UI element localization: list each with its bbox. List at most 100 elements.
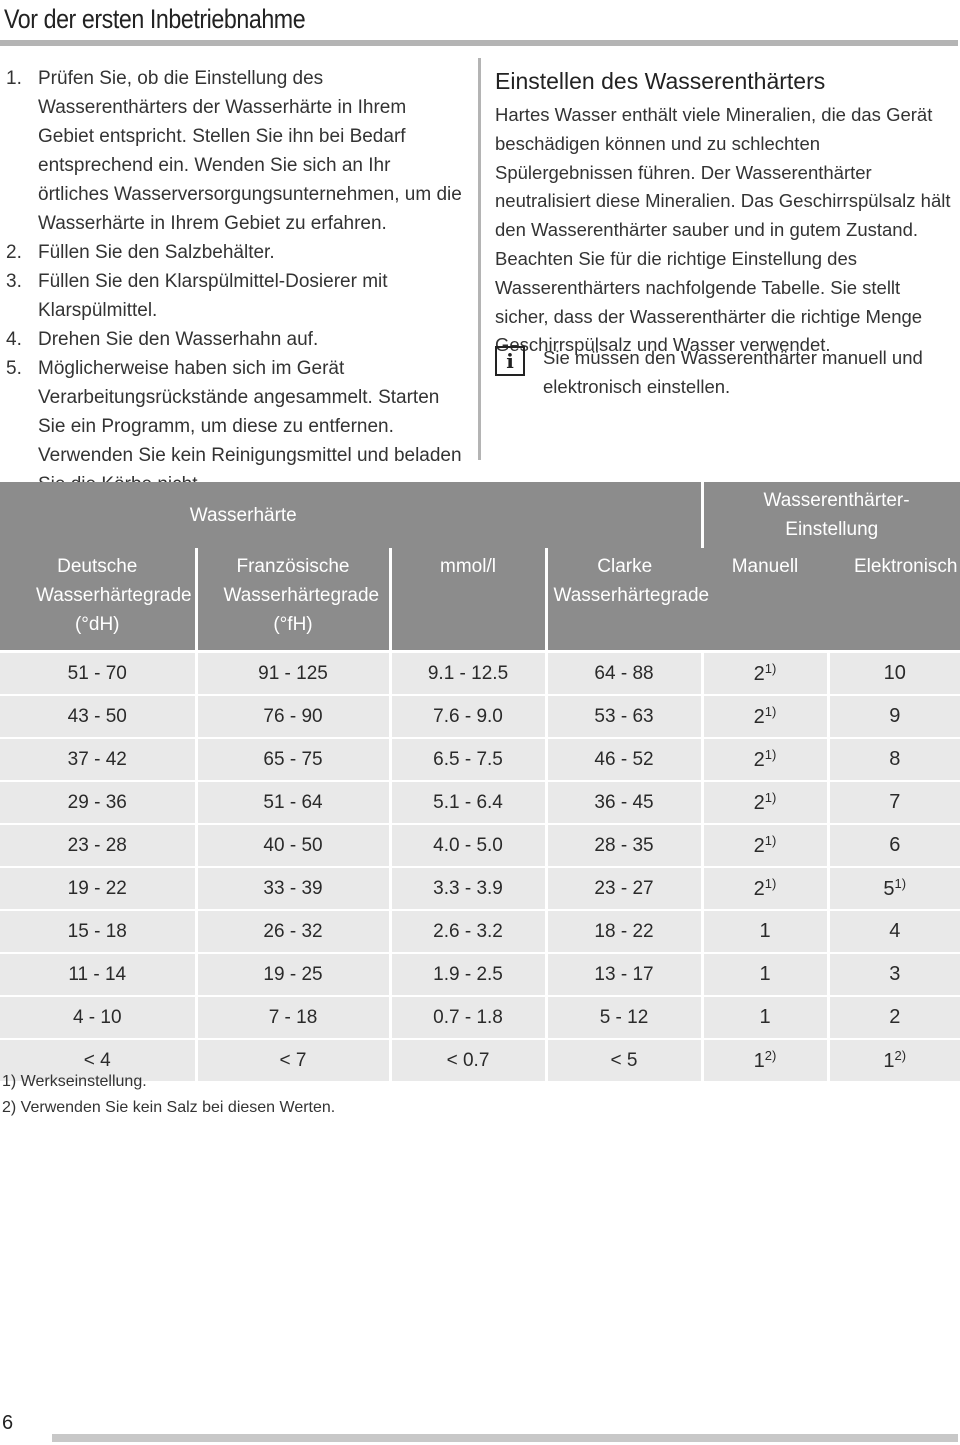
cell-mmol-value: 0.7 - 1.8 bbox=[433, 1006, 503, 1028]
footnote-marker: 1) bbox=[764, 661, 777, 676]
table-row: 23 - 28 40 - 50 4.0 - 5.0 28 - 35 21) 6 bbox=[0, 823, 960, 867]
water-hardness-table: Wasserhärte Wasserenthärter-Einstellung … bbox=[0, 482, 960, 1081]
footnote: 1) Werkseinstellung. bbox=[2, 1073, 147, 1090]
cell-electronic: 9 bbox=[826, 694, 960, 738]
cell-clarke-grade: 13 - 17 bbox=[544, 952, 702, 996]
step-number: 4. bbox=[6, 329, 22, 350]
cell-franzoesische-grade: 65 - 75 bbox=[194, 737, 390, 781]
cell-franzoesische-grade-value: < 7 bbox=[279, 1049, 307, 1071]
cell-mmol: < 0.7 bbox=[388, 1038, 546, 1081]
cell-deutsche-grade-value: 43 - 50 bbox=[67, 705, 127, 727]
cell-mmol-value: 7.6 - 9.0 bbox=[433, 705, 503, 727]
cell-manual: 21) bbox=[700, 780, 828, 824]
cell-clarke-grade: 18 - 22 bbox=[544, 909, 702, 953]
cell-electronic-value: 2 bbox=[889, 1006, 901, 1028]
cell-deutsche-grade-value: 29 - 36 bbox=[67, 791, 127, 813]
cell-mmol-value: 1.9 - 2.5 bbox=[433, 963, 503, 985]
cell-deutsche-grade-value: 51 - 70 bbox=[67, 662, 127, 684]
cell-deutsche-grade: 37 - 42 bbox=[0, 737, 196, 781]
header-clarke-grade: Clarke Wasserhärtegrade bbox=[544, 548, 709, 652]
table-row: 29 - 36 51 - 64 5.1 - 6.4 36 - 45 21) 7 bbox=[0, 780, 960, 824]
cell-deutsche-grade-value: < 4 bbox=[83, 1049, 111, 1071]
cell-franzoesische-grade-value: 91 - 125 bbox=[258, 662, 328, 684]
cell-clarke-grade: < 5 bbox=[544, 1038, 702, 1081]
cell-deutsche-grade: 51 - 70 bbox=[0, 650, 196, 695]
cell-manual-value: 2 bbox=[753, 663, 765, 685]
cell-electronic-value: 3 bbox=[889, 963, 901, 985]
cell-franzoesische-grade-value: 51 - 64 bbox=[263, 791, 323, 813]
cell-electronic-value: 10 bbox=[883, 662, 906, 684]
cell-deutsche-grade: 23 - 28 bbox=[0, 823, 196, 867]
footnote-marker: 2) bbox=[764, 1048, 777, 1063]
cell-franzoesische-grade: 51 - 64 bbox=[194, 780, 390, 824]
cell-clarke-grade-value: 13 - 17 bbox=[594, 963, 654, 985]
page-number: 6 bbox=[2, 1412, 14, 1434]
step-item: 3. Füllen Sie den Klarspülmittel-Dosiere… bbox=[6, 267, 466, 325]
cell-deutsche-grade-value: 37 - 42 bbox=[67, 748, 127, 770]
cell-manual-value: 2 bbox=[753, 749, 765, 771]
cell-mmol-value: 3.3 - 3.9 bbox=[433, 877, 503, 899]
cell-electronic: 51) bbox=[826, 866, 960, 910]
cell-clarke-grade-value: 46 - 52 bbox=[594, 748, 654, 770]
header-manual: Manuell bbox=[702, 548, 828, 652]
table-row: 4 - 10 7 - 18 0.7 - 1.8 5 - 12 1 2 bbox=[0, 995, 960, 1039]
cell-mmol: 2.6 - 3.2 bbox=[388, 909, 546, 953]
cell-franzoesische-grade-value: 40 - 50 bbox=[263, 834, 323, 856]
cell-clarke-grade-value: 5 - 12 bbox=[599, 1006, 649, 1028]
cell-manual-value: 1 bbox=[759, 963, 771, 985]
cell-manual: 1 bbox=[700, 952, 828, 996]
cell-manual-value: 2 bbox=[753, 792, 765, 814]
cell-franzoesische-grade-value: 33 - 39 bbox=[263, 877, 323, 899]
cell-deutsche-grade: 19 - 22 bbox=[0, 866, 196, 910]
cell-mmol-value: 2.6 - 3.2 bbox=[433, 920, 503, 942]
cell-clarke-grade: 36 - 45 bbox=[544, 780, 702, 824]
cell-mmol-value: < 0.7 bbox=[446, 1049, 490, 1071]
cell-clarke-grade-value: < 5 bbox=[610, 1049, 638, 1071]
cell-franzoesische-grade: 19 - 25 bbox=[194, 952, 390, 996]
step-text: Drehen Sie den Wasserhahn auf. bbox=[38, 329, 319, 350]
column-divider bbox=[478, 58, 481, 460]
cell-electronic: 7 bbox=[826, 780, 960, 824]
cell-deutsche-grade: 4 - 10 bbox=[0, 995, 196, 1039]
header-electronic: Elektronisch bbox=[828, 548, 960, 652]
section-body: Hartes Wasser enthält viele Mineralien, … bbox=[495, 104, 951, 356]
cell-electronic: 2 bbox=[826, 995, 960, 1039]
cell-franzoesische-grade: 40 - 50 bbox=[194, 823, 390, 867]
table-row: 43 - 50 76 - 90 7.6 - 9.0 53 - 63 21) 9 bbox=[0, 694, 960, 738]
cell-clarke-grade: 46 - 52 bbox=[544, 737, 702, 781]
cell-clarke-grade: 28 - 35 bbox=[544, 823, 702, 867]
cell-franzoesische-grade: < 7 bbox=[194, 1038, 390, 1081]
step-text: Füllen Sie den Klarspülmittel-Dosierer m… bbox=[38, 271, 388, 321]
cell-electronic: 12) bbox=[826, 1038, 960, 1081]
cell-manual: 21) bbox=[700, 650, 828, 695]
cell-franzoesische-grade: 7 - 18 bbox=[194, 995, 390, 1039]
cell-clarke-grade: 23 - 27 bbox=[544, 866, 702, 910]
info-note: Sie müssen den Wasserenthärter manuell u… bbox=[543, 347, 923, 397]
cell-manual: 1 bbox=[700, 909, 828, 953]
cell-franzoesische-grade-value: 65 - 75 bbox=[263, 748, 323, 770]
table-row: 51 - 70 91 - 125 9.1 - 12.5 64 - 88 21) 10 bbox=[0, 650, 960, 695]
cell-clarke-grade: 5 - 12 bbox=[544, 995, 702, 1039]
footnote-marker: 2) bbox=[894, 1048, 907, 1063]
cell-franzoesische-grade-value: 19 - 25 bbox=[263, 963, 323, 985]
cell-electronic-value: 5 bbox=[883, 878, 895, 900]
footnote-marker: 1) bbox=[764, 747, 777, 762]
cell-manual-value: 1 bbox=[759, 1006, 771, 1028]
footnote-marker: 1) bbox=[764, 704, 777, 719]
step-item: 4. Drehen Sie den Wasserhahn auf. bbox=[6, 325, 466, 354]
step-number: 3. bbox=[6, 271, 22, 292]
footnote-marker: 1) bbox=[764, 790, 777, 805]
step-number: 2. bbox=[6, 242, 22, 263]
cell-clarke-grade-value: 18 - 22 bbox=[594, 920, 654, 942]
table-row: 19 - 22 33 - 39 3.3 - 3.9 23 - 27 21) 51) bbox=[0, 866, 960, 910]
footnote: 2) Verwenden Sie kein Salz bei diesen We… bbox=[2, 1099, 336, 1116]
cell-mmol-value: 5.1 - 6.4 bbox=[433, 791, 503, 813]
page-title: Vor der ersten Inbetriebnahme bbox=[4, 4, 306, 34]
cell-electronic: 3 bbox=[826, 952, 960, 996]
cell-manual: 1 bbox=[700, 995, 828, 1039]
cell-deutsche-grade-value: 4 - 10 bbox=[72, 1006, 122, 1028]
cell-manual: 21) bbox=[700, 694, 828, 738]
footnote-marker: 1) bbox=[764, 833, 777, 848]
cell-clarke-grade-value: 23 - 27 bbox=[594, 877, 654, 899]
cell-electronic: 4 bbox=[826, 909, 960, 953]
